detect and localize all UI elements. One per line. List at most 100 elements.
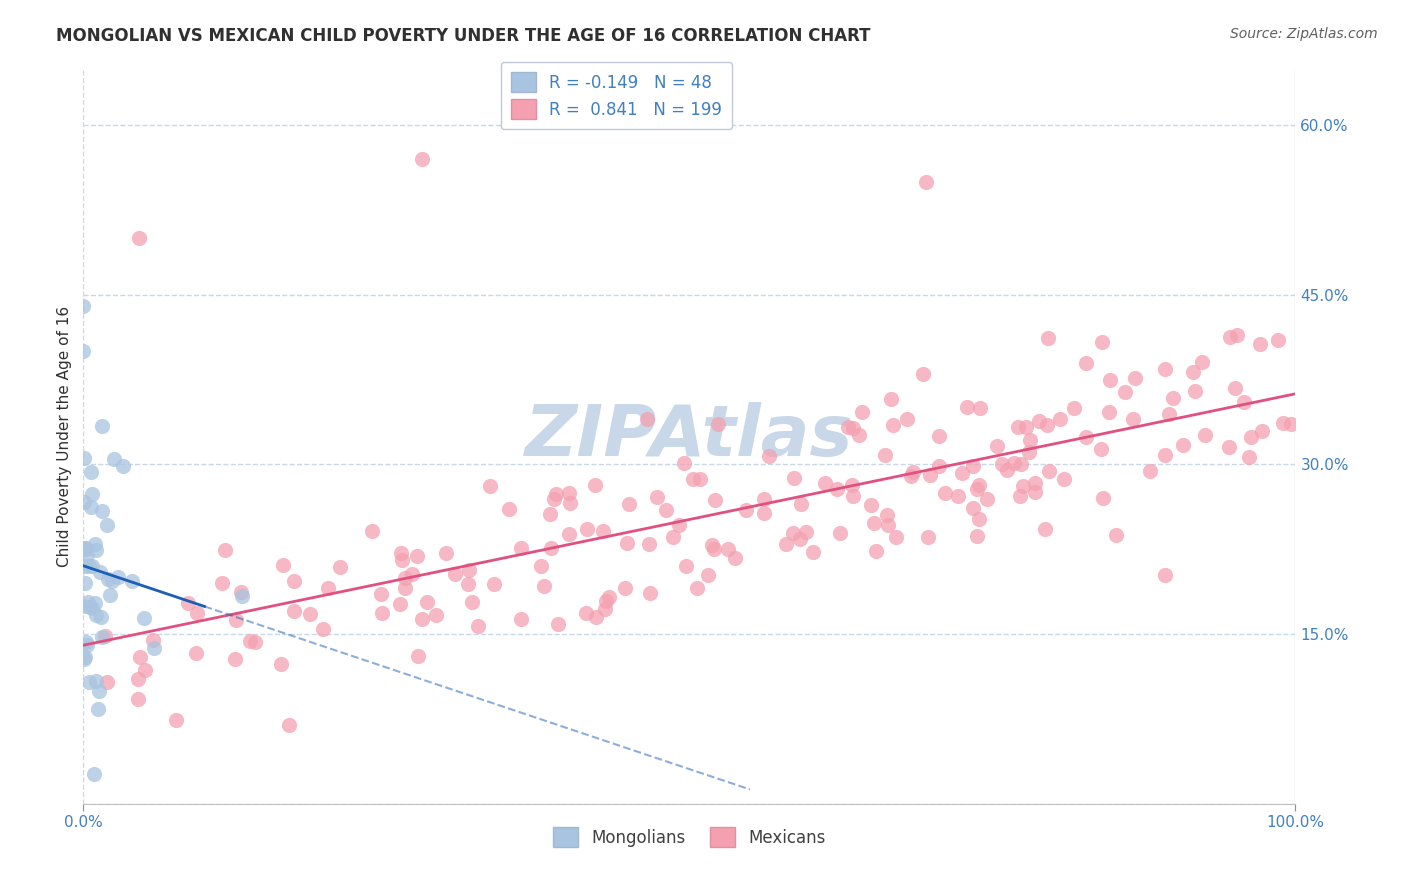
Point [243,635,266,649]
Point [76,548,98,562]
Point [394,572,416,586]
Point [1105,528,1128,542]
Point [425,608,447,623]
Point [312,623,335,637]
Point [637,536,659,550]
Point [794,525,817,540]
Point [1028,414,1050,428]
Point [825,483,848,497]
Point [1024,475,1046,490]
Point [952,466,974,480]
Point [96,675,118,690]
Point [84,543,107,558]
Point [967,512,990,526]
Point [103,451,125,466]
Point [82,601,104,615]
Point [801,545,824,559]
Point [231,584,253,599]
Point [928,429,950,443]
Point [914,175,936,189]
Point [969,401,991,416]
Point [946,489,969,503]
Point [734,503,756,517]
Point [165,713,187,727]
Point [1271,416,1294,430]
Point [717,542,740,557]
Point [1052,472,1074,486]
Point [543,491,565,506]
Point [991,458,1014,472]
Point [863,516,886,531]
Point [1240,430,1263,444]
Point [142,632,165,647]
Point [270,657,292,671]
Point [876,508,898,522]
Point [406,549,429,564]
Point [370,587,392,601]
Point [842,489,865,503]
Point [880,392,903,406]
Point [661,530,683,544]
Point [186,606,208,620]
Point [782,525,804,540]
Point [1012,478,1035,492]
Point [457,576,479,591]
Point [962,459,984,474]
Point [82,487,104,501]
Point [186,647,208,661]
Point [530,558,553,573]
Point [706,417,728,431]
Point [837,420,859,434]
Point [1076,429,1098,443]
Point [1123,370,1146,384]
Point [1194,428,1216,442]
Point [434,546,457,560]
Point [1033,522,1056,536]
Text: Source: ZipAtlas.com: Source: ZipAtlas.com [1230,27,1378,41]
Point [986,440,1008,454]
Point [558,526,581,541]
Point [101,574,124,589]
Point [682,472,704,486]
Point [758,449,780,463]
Point [411,152,433,166]
Point [443,566,465,581]
Point [1279,417,1302,432]
Point [283,605,305,619]
Point [329,560,352,574]
Point [278,718,301,732]
Point [703,541,725,556]
Point [613,581,636,595]
Point [73,652,96,666]
Point [77,675,100,690]
Point [388,597,411,611]
Point [598,590,620,604]
Point [1251,424,1274,438]
Legend: Mongolians, Mexicans: Mongolians, Mexicans [546,821,832,855]
Point [617,498,640,512]
Point [1038,464,1060,478]
Point [882,417,904,432]
Point [1161,391,1184,405]
Point [636,412,658,426]
Point [73,649,96,664]
Point [93,629,115,643]
Point [896,412,918,426]
Point [1091,335,1114,350]
Point [73,599,96,613]
Point [98,588,121,602]
Point [1098,373,1121,387]
Point [865,544,887,558]
Point [1237,450,1260,464]
Point [686,581,709,595]
Point [467,619,489,633]
Point [132,611,155,625]
Point [128,231,150,245]
Point [97,572,120,586]
Point [76,638,98,652]
Point [689,472,711,486]
Point [697,568,720,582]
Point [73,450,96,465]
Point [873,448,896,462]
Point [1226,328,1249,343]
